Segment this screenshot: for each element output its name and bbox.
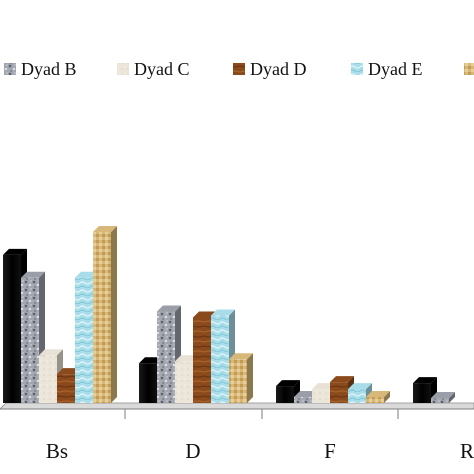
bar-front-face [157,311,175,403]
bar-top-face [330,376,354,383]
legend-label: Dyad C [134,59,190,79]
bar-r-series-2 [431,392,455,403]
bar-front-face [413,383,431,403]
legend-swatch [233,63,245,75]
bar-front-face [366,397,384,403]
bar-front-face [39,355,57,403]
bar-front-face [348,389,366,403]
legend-swatch [4,63,16,75]
legend-swatch [464,63,474,75]
bar-side-face [111,226,117,403]
legend-swatch [351,63,363,75]
bar-front-face [193,317,211,403]
legend-item-dyad-e: Dyad E [351,59,422,79]
bar-top-face [366,391,390,398]
legend-item-dyad-d: Dyad D [233,59,307,79]
legend-label: Dyad E [368,59,422,79]
bar-top-face [413,377,437,384]
bar-top-face [431,392,455,399]
bar-front-face [175,361,193,403]
bar-side-face [247,353,253,403]
bar-front-face [276,386,294,403]
bar-front-face [431,398,449,403]
bar-top-face [39,349,63,356]
bar-top-face [93,226,117,232]
legend-label: Dyad B [21,59,77,79]
x-tick-label-bs: Bs [46,439,68,463]
bar-front-face [330,382,348,403]
bar-front-face [93,232,111,403]
bar-top-face [3,248,27,255]
bar-top-face [229,353,253,360]
x-tick-label-r: R [460,439,474,463]
legend-item-dyad-c: Dyad C [117,59,190,79]
bar-top-face [276,380,300,387]
bar-top-face [211,309,235,316]
bar-front-face [57,374,75,403]
x-tick-label-f: F [324,439,336,463]
bar-front-face [312,389,330,403]
x-tick-label-d: D [185,439,200,463]
bar-front-face [75,277,93,403]
legend-item-series-6 [464,63,474,75]
bar-bs-series-6 [93,226,117,403]
legend-label: Dyad D [250,59,307,79]
bar-top-face [348,383,372,390]
bar-f-series-1 [276,380,300,403]
legend-item-dyad-b: Dyad B [4,59,77,79]
bar-side-face [384,391,390,403]
bar-top-face [21,271,45,278]
bar-side-face [449,392,455,403]
chart-floor [0,402,474,410]
bar-front-face [139,363,157,403]
bar-d-series-6 [229,353,253,403]
bar-top-face [157,305,181,312]
bar-front-face [21,277,39,403]
legend: Dyad B Dyad C Dyad D Dyad E [4,59,474,79]
plot-area: Bs D F R [0,226,474,463]
bar-front-face [294,397,312,403]
bar-front-face [3,254,21,403]
legend-swatch [117,63,129,75]
bar-front-face [229,359,247,403]
bar-f-series-6 [366,391,390,403]
bar-front-face [211,315,229,403]
